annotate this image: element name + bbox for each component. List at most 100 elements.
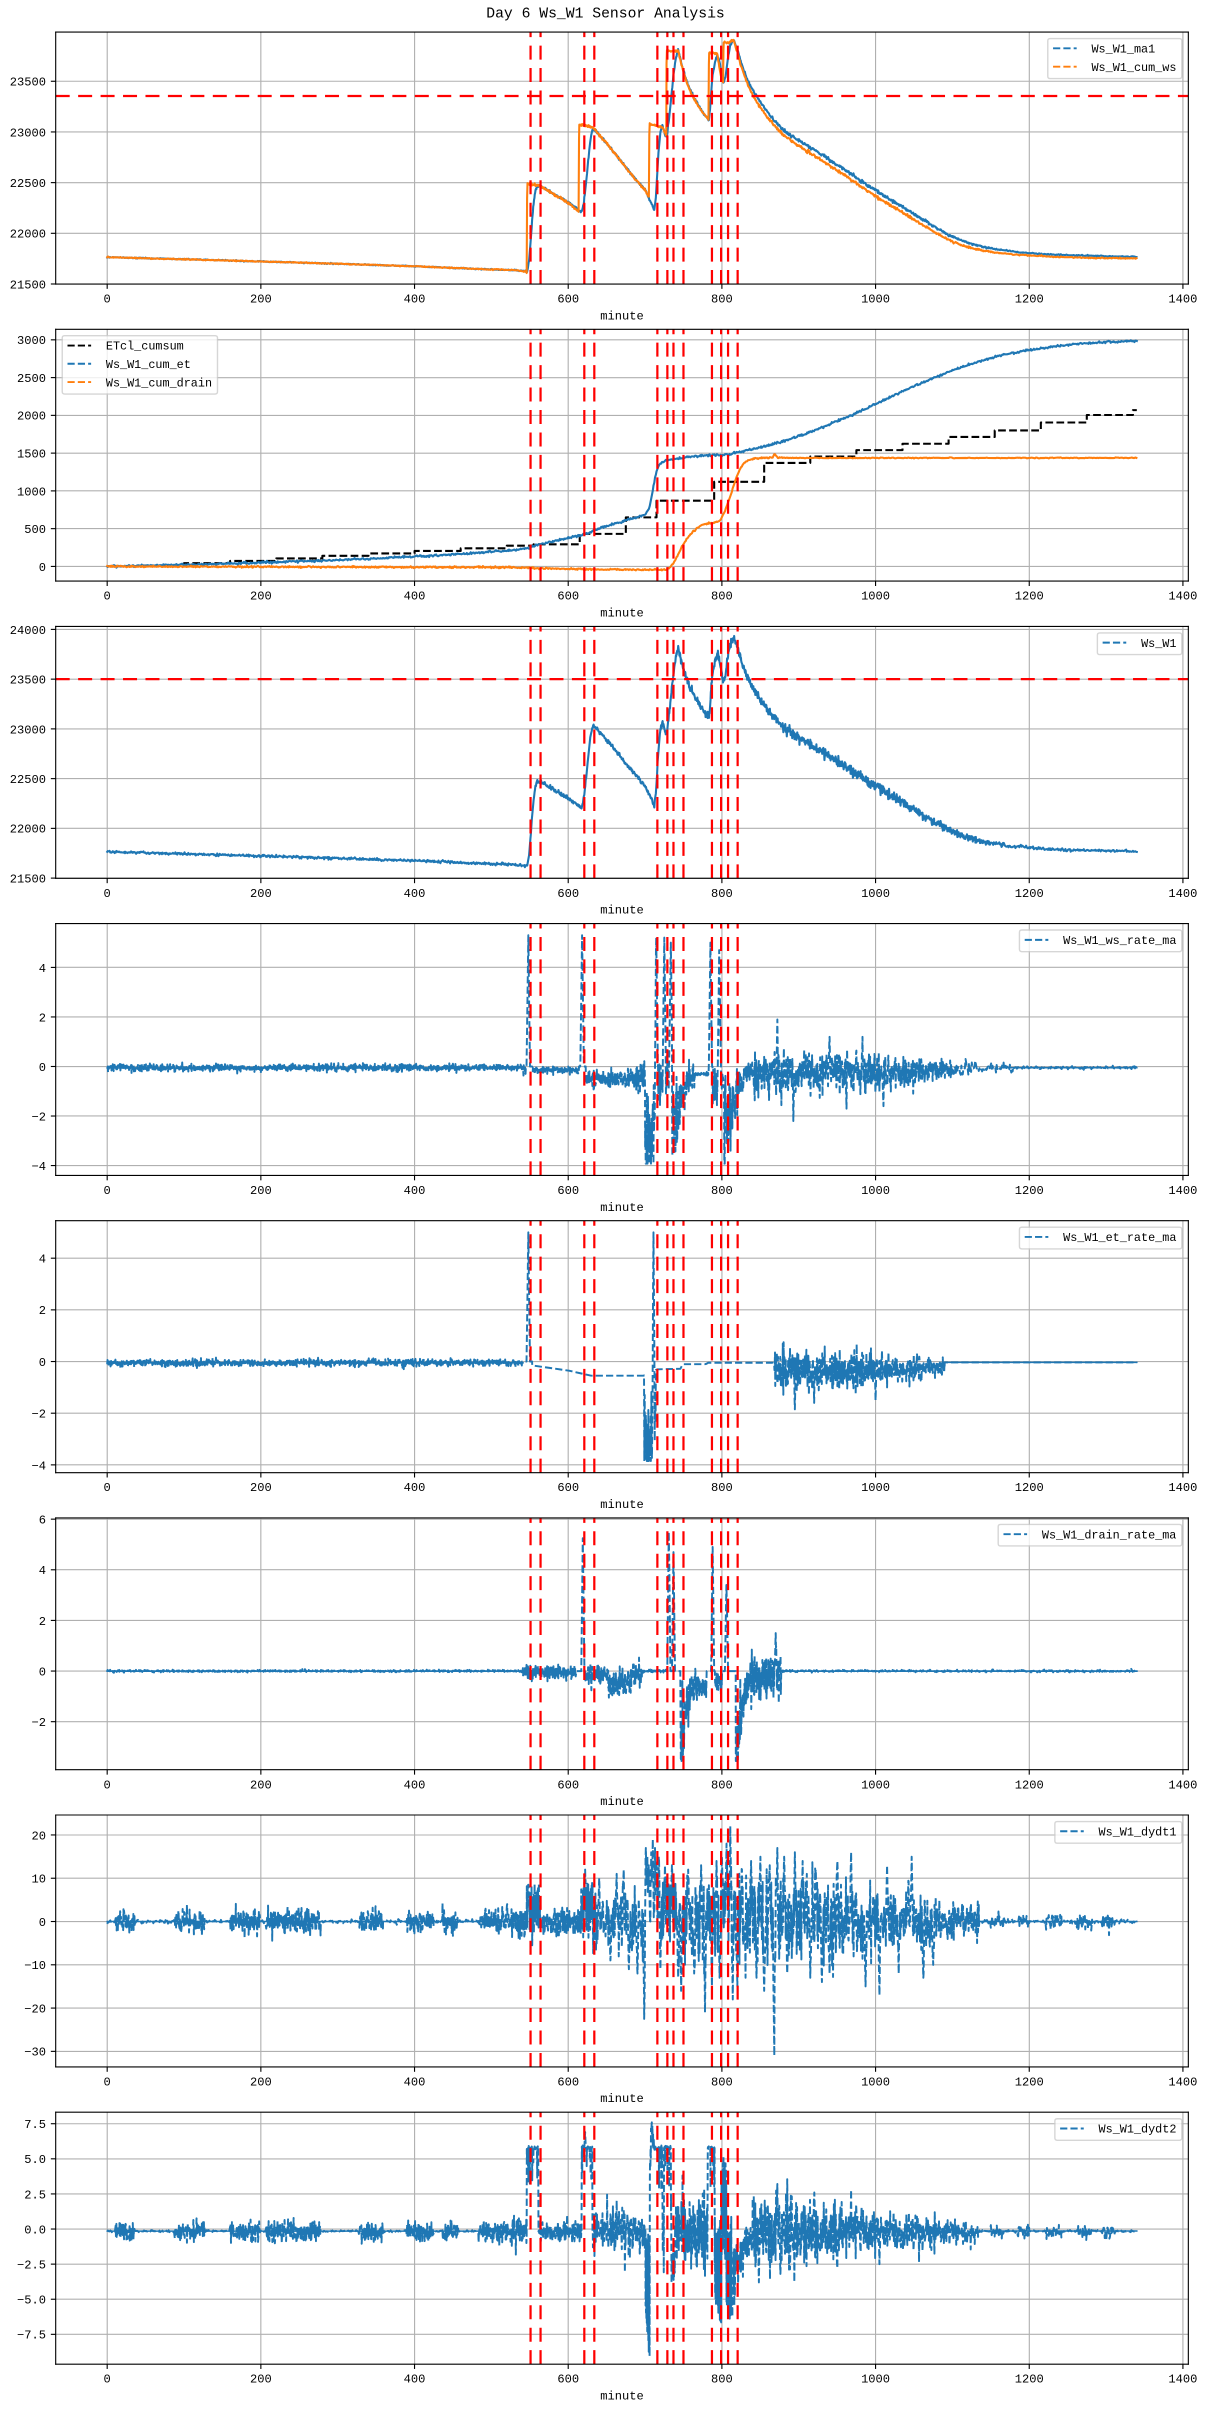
svg-text:ETcl_cumsum: ETcl_cumsum	[106, 340, 184, 354]
svg-text:2500: 2500	[17, 372, 46, 386]
svg-text:600: 600	[557, 292, 579, 306]
svg-text:22500: 22500	[10, 177, 46, 191]
svg-text:800: 800	[711, 2075, 733, 2089]
svg-text:1200: 1200	[1015, 1778, 1044, 1792]
svg-text:−5.0: −5.0	[17, 2294, 46, 2308]
svg-text:400: 400	[404, 590, 426, 604]
svg-text:0: 0	[104, 1481, 111, 1495]
svg-text:minute: minute	[600, 2389, 644, 2403]
svg-text:1200: 1200	[1015, 1184, 1044, 1198]
svg-text:20: 20	[31, 1829, 45, 1843]
svg-text:800: 800	[711, 1481, 733, 1495]
svg-text:6: 6	[39, 1514, 46, 1528]
svg-text:1200: 1200	[1015, 2075, 1044, 2089]
svg-text:minute: minute	[600, 904, 644, 918]
svg-text:0: 0	[104, 590, 111, 604]
svg-text:1400: 1400	[1168, 2373, 1197, 2387]
svg-text:Ws_W1_dydt2: Ws_W1_dydt2	[1099, 2123, 1177, 2137]
svg-text:−2: −2	[31, 1408, 45, 1422]
svg-text:−20: −20	[24, 2002, 46, 2016]
svg-text:1200: 1200	[1015, 292, 1044, 306]
svg-text:200: 200	[250, 2075, 272, 2089]
svg-text:2: 2	[39, 1304, 46, 1318]
svg-text:800: 800	[711, 1184, 733, 1198]
svg-text:2: 2	[39, 1011, 46, 1025]
svg-text:0: 0	[104, 1184, 111, 1198]
svg-text:0: 0	[104, 2373, 111, 2387]
svg-text:−2.5: −2.5	[17, 2259, 46, 2273]
svg-text:1200: 1200	[1015, 590, 1044, 604]
svg-text:600: 600	[557, 1184, 579, 1198]
svg-text:1000: 1000	[861, 2373, 890, 2387]
svg-text:1500: 1500	[17, 448, 46, 462]
svg-text:Day 6 Ws_W1 Sensor Analysis: Day 6 Ws_W1 Sensor Analysis	[486, 6, 724, 22]
svg-text:1000: 1000	[861, 1481, 890, 1495]
svg-text:1000: 1000	[861, 292, 890, 306]
svg-text:600: 600	[557, 887, 579, 901]
svg-text:minute: minute	[600, 2092, 644, 2106]
svg-text:600: 600	[557, 590, 579, 604]
svg-text:200: 200	[250, 590, 272, 604]
svg-text:600: 600	[557, 2373, 579, 2387]
svg-text:0: 0	[39, 1356, 46, 1370]
svg-text:0: 0	[104, 887, 111, 901]
svg-text:400: 400	[404, 292, 426, 306]
svg-text:0: 0	[39, 1061, 46, 1075]
svg-text:1400: 1400	[1168, 2075, 1197, 2089]
svg-text:1400: 1400	[1168, 590, 1197, 604]
svg-text:800: 800	[711, 2373, 733, 2387]
svg-text:200: 200	[250, 1184, 272, 1198]
svg-text:Ws_W1_cum_drain: Ws_W1_cum_drain	[106, 376, 212, 390]
svg-text:3000: 3000	[17, 334, 46, 348]
svg-text:1000: 1000	[861, 1778, 890, 1792]
svg-text:600: 600	[557, 1778, 579, 1792]
svg-text:1000: 1000	[861, 590, 890, 604]
svg-text:0: 0	[104, 292, 111, 306]
svg-text:0: 0	[39, 561, 46, 575]
svg-text:2000: 2000	[17, 410, 46, 424]
svg-text:minute: minute	[600, 606, 644, 620]
svg-text:7.5: 7.5	[24, 2118, 46, 2132]
svg-text:22000: 22000	[10, 228, 46, 242]
svg-text:1400: 1400	[1168, 887, 1197, 901]
svg-text:1000: 1000	[861, 1184, 890, 1198]
svg-text:1000: 1000	[17, 485, 46, 499]
svg-text:400: 400	[404, 1184, 426, 1198]
svg-text:1400: 1400	[1168, 1778, 1197, 1792]
svg-text:5.0: 5.0	[24, 2153, 46, 2167]
svg-text:−2: −2	[31, 1716, 45, 1730]
svg-text:4: 4	[39, 1564, 46, 1578]
svg-text:21500: 21500	[10, 278, 46, 292]
svg-text:400: 400	[404, 1778, 426, 1792]
svg-text:400: 400	[404, 1481, 426, 1495]
svg-text:1400: 1400	[1168, 292, 1197, 306]
svg-text:Ws_W1_cum_ws: Ws_W1_cum_ws	[1091, 61, 1176, 75]
svg-text:Ws_W1_et_rate_ma: Ws_W1_et_rate_ma	[1063, 1231, 1176, 1245]
svg-text:Ws_W1_ws_rate_ma: Ws_W1_ws_rate_ma	[1063, 934, 1176, 948]
svg-text:500: 500	[24, 523, 46, 537]
svg-text:10: 10	[31, 1873, 45, 1887]
svg-text:4: 4	[39, 1253, 46, 1267]
svg-text:200: 200	[250, 292, 272, 306]
svg-text:0: 0	[39, 1916, 46, 1930]
svg-text:−10: −10	[24, 1959, 46, 1973]
svg-text:2: 2	[39, 1615, 46, 1629]
svg-text:Ws_W1_drain_rate_ma: Ws_W1_drain_rate_ma	[1042, 1528, 1177, 1542]
svg-text:1400: 1400	[1168, 1481, 1197, 1495]
svg-text:minute: minute	[600, 1795, 644, 1809]
svg-text:23500: 23500	[10, 674, 46, 688]
svg-text:24000: 24000	[10, 624, 46, 638]
svg-text:400: 400	[404, 2373, 426, 2387]
svg-text:minute: minute	[600, 1498, 644, 1512]
svg-text:−4: −4	[31, 1459, 45, 1473]
svg-text:400: 400	[404, 887, 426, 901]
svg-text:21500: 21500	[10, 872, 46, 886]
svg-text:800: 800	[711, 292, 733, 306]
svg-text:−30: −30	[24, 2046, 46, 2060]
svg-text:23500: 23500	[10, 76, 46, 90]
svg-text:Ws_W1: Ws_W1	[1141, 637, 1176, 651]
svg-text:600: 600	[557, 1481, 579, 1495]
svg-text:22500: 22500	[10, 773, 46, 787]
svg-text:1000: 1000	[861, 2075, 890, 2089]
svg-text:23000: 23000	[10, 126, 46, 140]
